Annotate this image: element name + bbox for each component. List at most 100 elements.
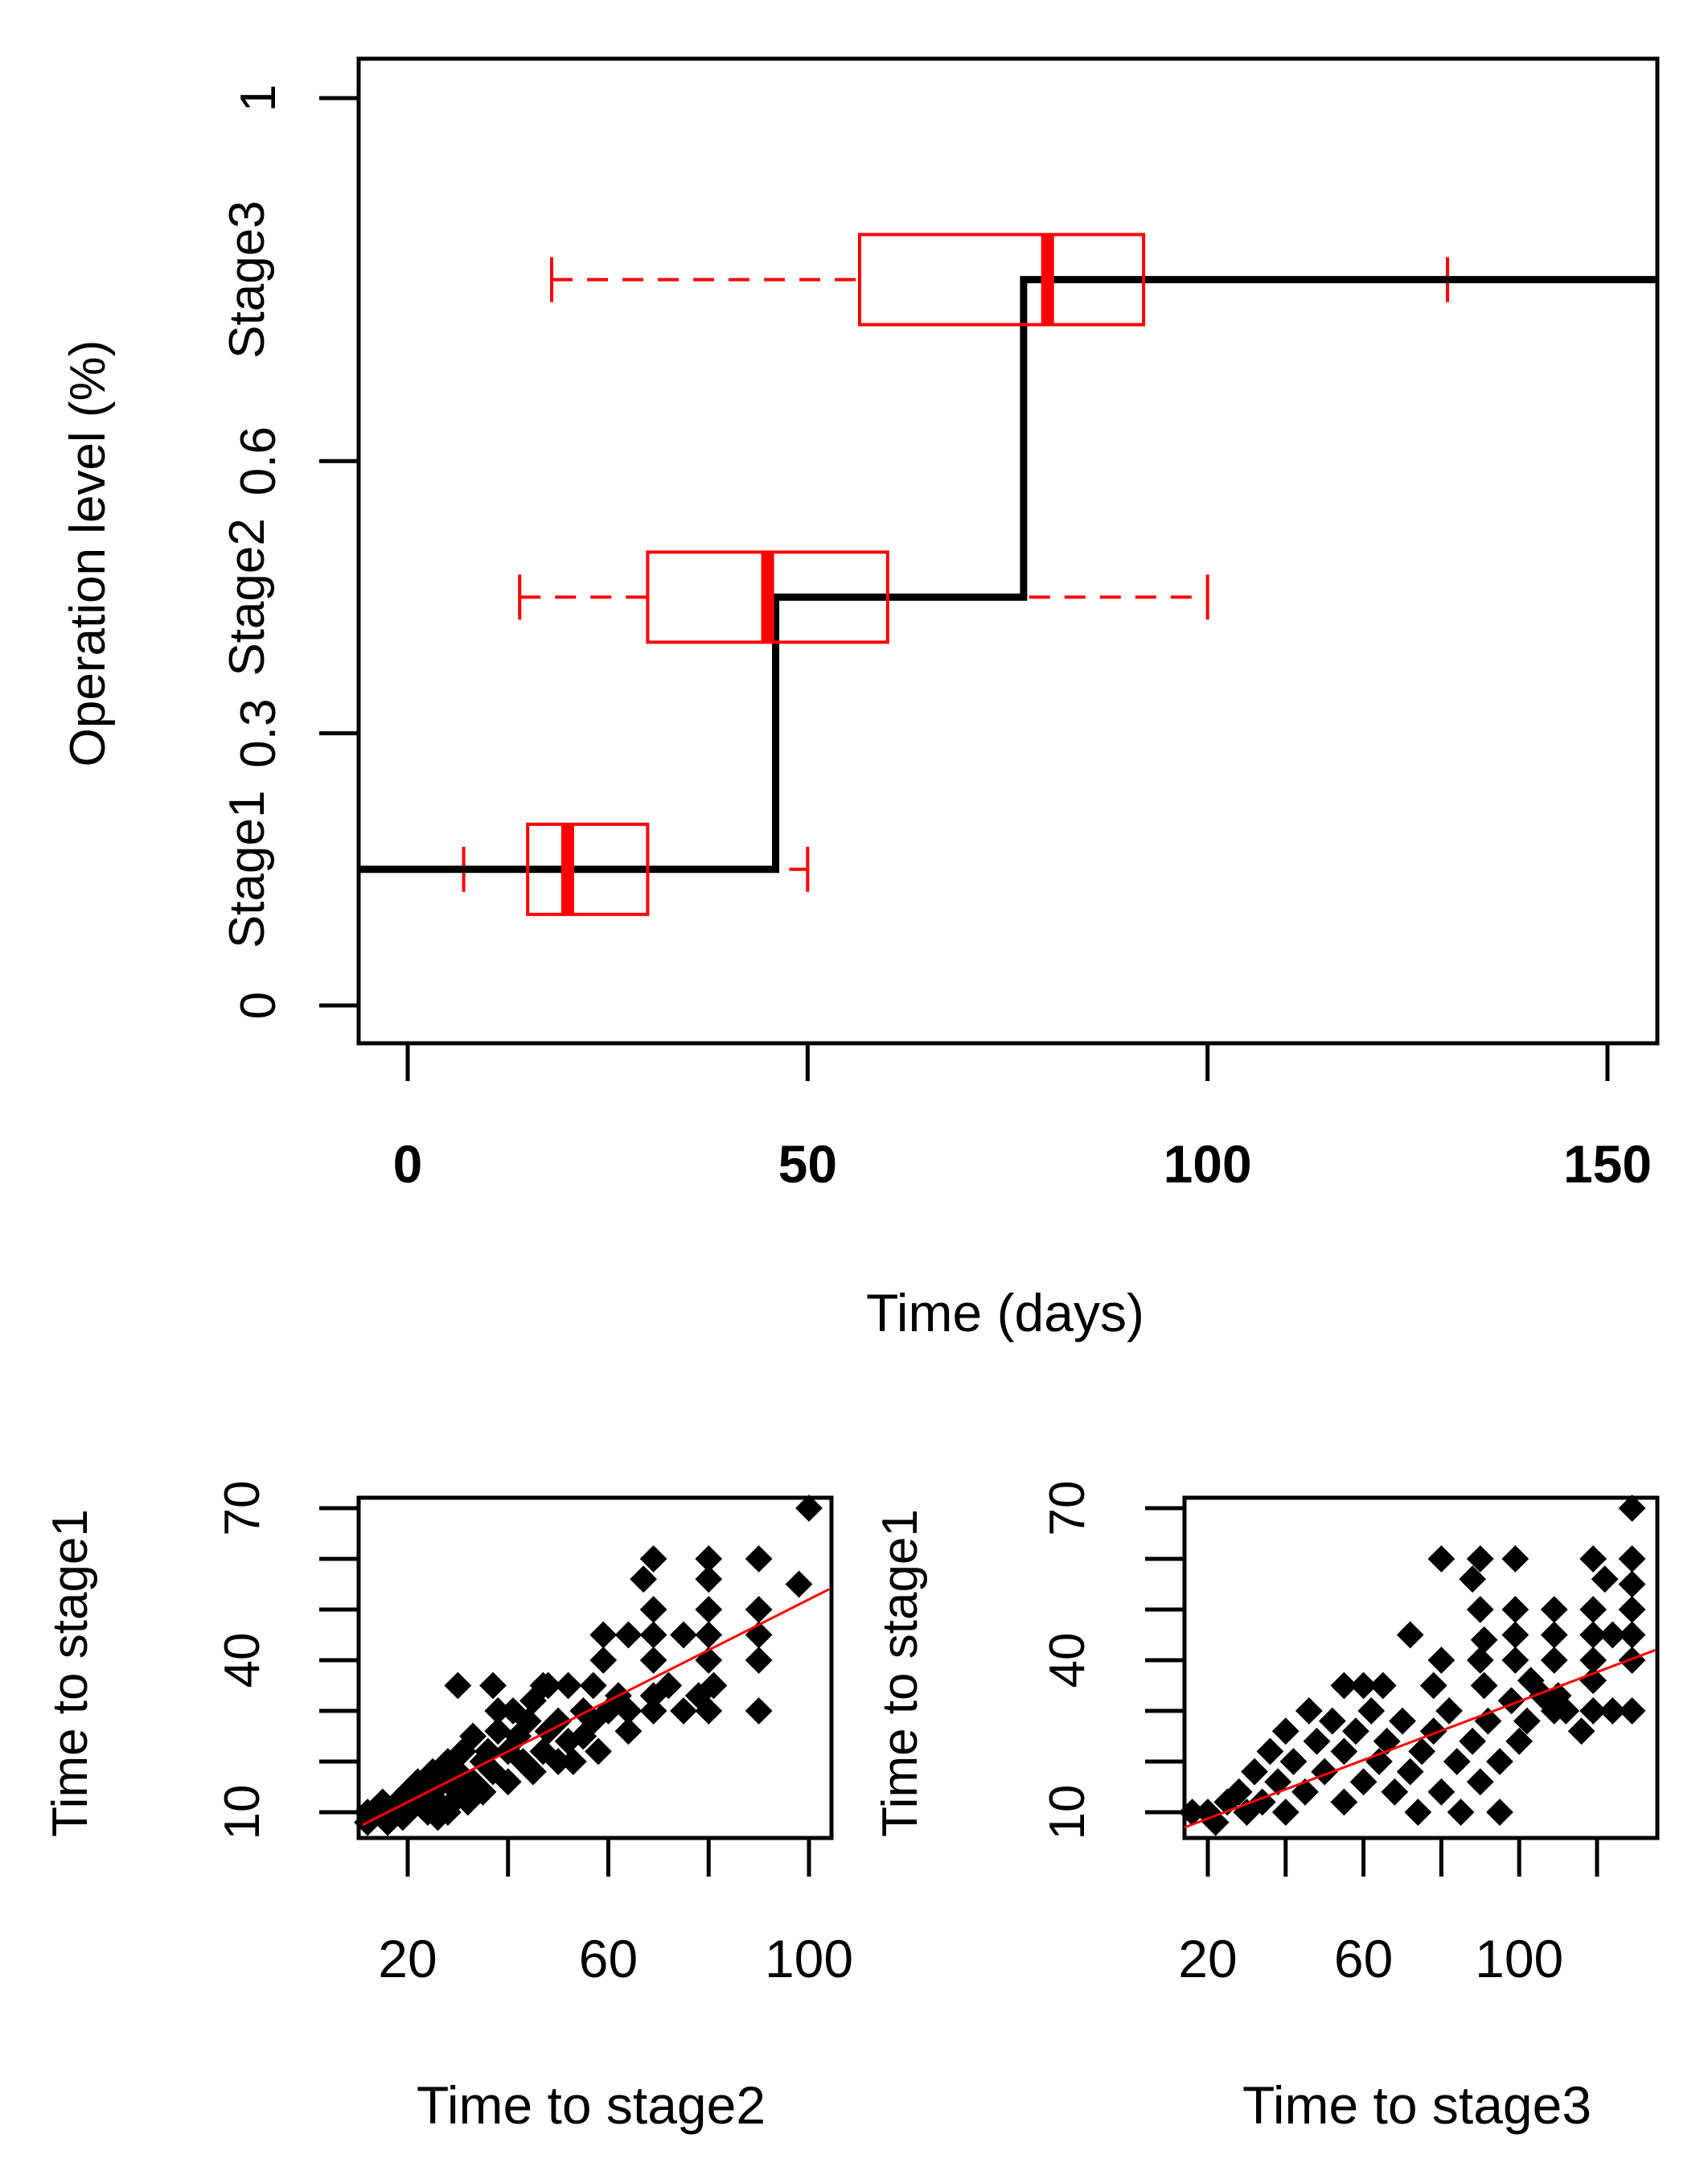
data-point — [745, 1545, 773, 1573]
data-point — [544, 1748, 573, 1775]
data-point — [1618, 1570, 1646, 1598]
data-point — [424, 1803, 452, 1832]
data-point — [1459, 1727, 1487, 1755]
regression-line — [362, 1588, 830, 1827]
data-point — [1579, 1697, 1607, 1725]
boxplot-box — [526, 822, 650, 916]
y-tick-label: 10 — [215, 1785, 270, 1840]
data-point — [639, 1682, 667, 1709]
data-point — [639, 1647, 667, 1674]
x-tick-label: 60 — [1334, 1929, 1393, 1988]
data-point — [554, 1727, 582, 1755]
data-point — [579, 1707, 607, 1735]
y-tick-label: 1 — [231, 84, 286, 112]
data-point — [1241, 1758, 1268, 1786]
data-point — [1540, 1647, 1568, 1674]
y-tick-label: 40 — [1040, 1633, 1095, 1688]
data-point — [1303, 1727, 1331, 1755]
data-point — [1579, 1545, 1607, 1573]
data-point — [1501, 1596, 1529, 1623]
stage-label: Stage2 — [220, 518, 275, 676]
x-tick-label: 0 — [393, 1134, 423, 1194]
data-point — [655, 1671, 683, 1700]
x-tick-label: 60 — [579, 1929, 638, 1988]
data-point — [529, 1737, 557, 1766]
data-point — [1567, 1717, 1595, 1745]
y-axis-label: Operation level (%) — [60, 340, 116, 767]
x-tick-label: 50 — [778, 1134, 837, 1194]
data-point — [1474, 1707, 1502, 1735]
data-point — [670, 1621, 697, 1649]
data-point — [1517, 1667, 1545, 1695]
data-point — [1466, 1647, 1494, 1674]
data-point — [1365, 1748, 1393, 1775]
data-point — [1529, 1682, 1557, 1709]
data-point — [639, 1545, 667, 1573]
data-point — [1599, 1621, 1627, 1649]
plot-frame — [356, 56, 1660, 1046]
operation-level-plot: 0 0.3 0.6 1 Stage1 Stage2 Stage3 0 50 100 150 Time … — [60, 56, 1660, 1342]
scatter-stage2-vs-stage1: 10 40 70 20 60 100 Time to stage2 Time to stage… — [43, 1481, 853, 2135]
data-point — [585, 1737, 612, 1766]
stage-label: Stage1 — [220, 791, 275, 949]
data-point — [1233, 1799, 1261, 1826]
x-tick-label: 100 — [1475, 1929, 1563, 1988]
data-point — [1544, 1682, 1572, 1709]
data-point — [745, 1647, 773, 1674]
data-point — [1271, 1717, 1299, 1745]
data-point — [439, 1788, 467, 1816]
data-point — [1427, 1778, 1455, 1806]
data-point — [614, 1697, 643, 1725]
data-point — [388, 1803, 417, 1832]
data-point — [1396, 1621, 1424, 1649]
plot-frame — [1182, 1495, 1660, 1840]
data-point — [1373, 1727, 1401, 1755]
data-point — [1404, 1799, 1432, 1826]
data-point — [1435, 1697, 1463, 1725]
data-point — [1389, 1707, 1416, 1735]
data-point — [795, 1495, 823, 1522]
data-point — [1579, 1596, 1607, 1623]
data-point — [1618, 1596, 1646, 1623]
data-point — [1501, 1647, 1529, 1674]
x-tick-label: 20 — [1178, 1929, 1237, 1988]
data-point — [484, 1717, 512, 1745]
data-point — [1618, 1697, 1646, 1725]
data-point — [639, 1596, 667, 1623]
data-point — [1618, 1495, 1646, 1522]
data-point — [514, 1707, 542, 1735]
data-point — [1486, 1748, 1513, 1775]
data-point — [695, 1697, 723, 1725]
step-line — [359, 276, 1656, 874]
data-point — [579, 1671, 607, 1700]
data-point — [1486, 1799, 1513, 1826]
data-point — [695, 1621, 723, 1649]
data-point — [1381, 1778, 1409, 1806]
data-point — [1178, 1799, 1206, 1826]
y-tick-label: 70 — [215, 1481, 270, 1536]
data-point — [1318, 1707, 1346, 1735]
data-point — [1225, 1778, 1253, 1806]
data-point — [1579, 1647, 1607, 1674]
y-tick-label: 10 — [1040, 1785, 1095, 1840]
data-point — [479, 1671, 507, 1700]
data-point — [1279, 1748, 1308, 1775]
data-point — [1501, 1545, 1529, 1573]
y-tick-label: 0.6 — [231, 426, 286, 495]
y-tick-label: 70 — [1040, 1481, 1095, 1536]
data-point — [1295, 1697, 1323, 1725]
data-point — [670, 1697, 697, 1725]
data-point — [1579, 1667, 1607, 1695]
data-point — [1447, 1799, 1475, 1826]
data-point — [1599, 1697, 1627, 1725]
data-point — [444, 1671, 472, 1700]
data-point — [494, 1768, 522, 1796]
data-point — [1618, 1545, 1646, 1573]
x-tick-label: 20 — [378, 1929, 437, 1988]
y-axis-label: Time to stage1 — [872, 1509, 928, 1837]
data-point — [1497, 1687, 1525, 1715]
data-point — [1342, 1717, 1369, 1745]
data-point — [1470, 1626, 1498, 1654]
data-point — [424, 1788, 452, 1816]
